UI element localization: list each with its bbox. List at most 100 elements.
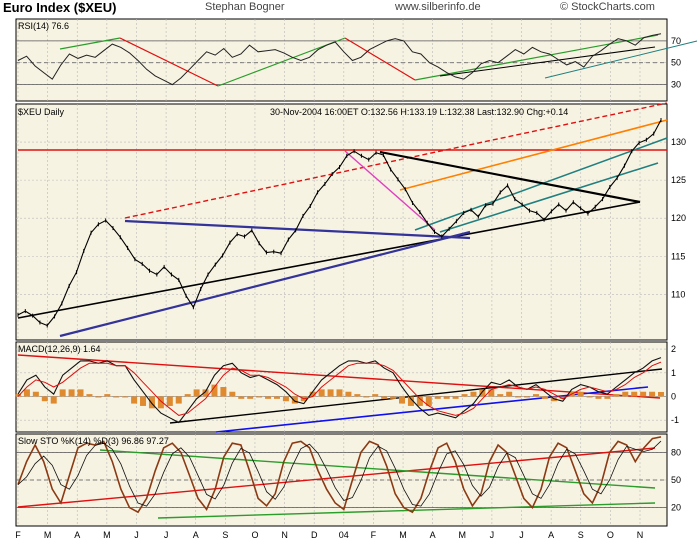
- rsi-green-trendline: [414, 34, 659, 81]
- macd-histogram-bar: [166, 396, 173, 406]
- rsi-panel: [15, 18, 668, 102]
- x-tick-label: M: [399, 530, 407, 540]
- macd-histogram-bar: [247, 396, 254, 399]
- copyright-label: © StockCharts.com: [560, 1, 655, 13]
- rsi-line: [17, 33, 662, 86]
- macd-histogram-bar: [336, 389, 343, 397]
- macd-histogram-bar: [175, 396, 182, 404]
- y-tick-label: 1: [671, 368, 676, 378]
- macd-histogram-bar: [32, 391, 39, 397]
- macd-histogram-bar: [184, 394, 191, 397]
- price-orange-channel: [399, 119, 668, 191]
- macd-histogram-bar: [59, 389, 66, 397]
- macd-histogram-bar: [68, 389, 75, 397]
- rsi-green-trendline: [59, 37, 121, 50]
- rsi-green-trendline: [217, 37, 346, 87]
- y-tick-label: 2: [671, 344, 676, 354]
- price-teal-channel: [439, 162, 659, 233]
- macd-histogram-bar: [434, 396, 441, 399]
- y-tick-label: -1: [671, 415, 679, 425]
- chart-title: Euro Index ($XEU): [3, 0, 117, 15]
- macd-histogram-bar: [211, 384, 218, 397]
- macd-histogram-bar: [318, 389, 325, 397]
- macd-histogram-bar: [631, 391, 638, 397]
- price-blue-resistance: [124, 219, 471, 240]
- y-tick-label: 30: [671, 80, 681, 90]
- y-tick-label: 115: [671, 251, 685, 261]
- macd-histogram-bar: [282, 396, 289, 402]
- macd-histogram-bar: [273, 396, 280, 399]
- y-tick-label: 120: [671, 213, 686, 223]
- macd-histogram-bar: [95, 396, 102, 398]
- price-panel: [15, 103, 668, 341]
- x-tick-label: A: [193, 530, 199, 540]
- sto-green-upper-trendline: [99, 449, 656, 489]
- macd-histogram-bar: [515, 396, 522, 398]
- macd-histogram-bar: [541, 396, 548, 399]
- macd-histogram-bar: [586, 396, 593, 398]
- macd-histogram-bar: [345, 391, 352, 397]
- macd-histogram-bar: [229, 391, 236, 397]
- x-tick-label: J: [519, 530, 524, 540]
- macd-histogram-bar: [363, 396, 370, 398]
- y-tick-label: 50: [671, 475, 681, 485]
- macd-histogram-bar: [77, 389, 84, 397]
- macd-histogram-bar: [140, 396, 147, 406]
- macd-histogram-bar: [327, 389, 334, 397]
- price-red-dashed-channel: [124, 102, 668, 219]
- macd-histogram-bar: [559, 396, 566, 399]
- macd-histogram-bar: [622, 391, 629, 397]
- macd-histogram-bar: [488, 389, 495, 397]
- macd-histogram-bar: [50, 396, 57, 404]
- x-tick-label: S: [222, 530, 228, 540]
- tick-labels: F M A M J J A S O N D 04 F M A M J J A S O N70503013012512011…: [15, 36, 686, 540]
- macd-histogram-bar: [613, 394, 620, 397]
- macd-histogram-bar: [658, 391, 664, 397]
- macd-histogram-bar: [41, 396, 48, 402]
- y-tick-label: 130: [671, 137, 686, 147]
- price-blue-uptrend: [59, 230, 471, 338]
- trendlines: [17, 34, 698, 519]
- price-info-label: 30-Nov-2004 16:00ET O:132.56 H:133.19 L:…: [270, 107, 568, 117]
- macd-signal-line: [17, 361, 662, 416]
- macd-histogram-bar: [104, 394, 111, 397]
- sto-green-lower-trendline: [157, 502, 656, 519]
- y-tick-label: 70: [671, 36, 681, 46]
- macd-histogram-bar: [113, 396, 120, 398]
- macd-histogram-bar: [23, 389, 30, 397]
- x-tick-label: M: [44, 530, 52, 540]
- macd-histogram-bar: [399, 396, 406, 404]
- macd-histogram-bar: [649, 391, 656, 397]
- macd-histogram-bar: [506, 391, 513, 397]
- x-tick-label: J: [164, 530, 169, 540]
- macd-histogram-bar: [15, 394, 21, 397]
- macd-histogram-bar: [148, 396, 155, 409]
- macd-histogram-bar: [640, 391, 647, 397]
- x-tick-label: M: [459, 530, 467, 540]
- macd-panel-label: MACD(12,26,9) 1.64: [18, 344, 101, 354]
- macd-histogram-bar: [122, 396, 129, 398]
- macd-histogram-bar: [577, 391, 584, 397]
- macd-histogram-bar: [86, 394, 93, 397]
- sto-panel-label: Slow STO %K(14) %D(3) 96.86 97.27: [18, 436, 169, 446]
- macd-histogram-bar: [202, 389, 209, 397]
- series-layer: [15, 33, 664, 514]
- price-magenta-channel: [344, 150, 436, 231]
- x-tick-label: F: [371, 530, 377, 540]
- macd-histogram-bar: [407, 396, 414, 406]
- x-tick-label: F: [15, 530, 21, 540]
- macd-histogram-bar: [291, 396, 298, 404]
- macd-histogram-bar: [425, 396, 432, 406]
- sto-k-line: [17, 436, 662, 514]
- rsi-black-trendline: [439, 46, 656, 77]
- x-tick-label: 04: [339, 530, 349, 540]
- y-tick-label: 50: [671, 58, 681, 68]
- macd-histogram-bar: [131, 396, 138, 404]
- x-tick-label: A: [548, 530, 554, 540]
- x-tick-label: A: [430, 530, 436, 540]
- x-tick-label: O: [251, 530, 258, 540]
- rsi-red-trendline: [119, 37, 219, 87]
- macd-histogram-bar: [354, 394, 361, 397]
- macd-black-trendline: [169, 368, 663, 424]
- y-tick-label: 20: [671, 503, 681, 513]
